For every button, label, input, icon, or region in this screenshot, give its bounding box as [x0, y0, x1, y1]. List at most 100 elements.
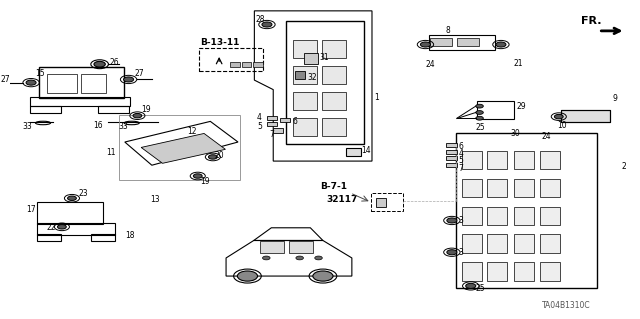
- Text: 27: 27: [1, 75, 10, 84]
- Text: 10: 10: [557, 121, 567, 130]
- Bar: [273, 128, 284, 132]
- Circle shape: [476, 104, 483, 108]
- Text: 6: 6: [458, 142, 463, 151]
- Circle shape: [315, 256, 323, 260]
- Text: 2: 2: [621, 162, 627, 171]
- Text: 16: 16: [93, 121, 103, 130]
- Bar: [81, 74, 106, 93]
- Bar: [487, 179, 508, 197]
- Circle shape: [193, 174, 202, 178]
- Text: 24: 24: [542, 132, 552, 141]
- Bar: [429, 35, 495, 50]
- Bar: [487, 263, 508, 281]
- Circle shape: [26, 80, 36, 85]
- Text: B-13-11: B-13-11: [200, 38, 239, 47]
- Text: 25: 25: [476, 284, 485, 293]
- Bar: [323, 66, 346, 84]
- Bar: [561, 110, 610, 122]
- Bar: [445, 156, 457, 160]
- Circle shape: [447, 250, 457, 255]
- Bar: [487, 234, 508, 253]
- Bar: [561, 110, 610, 122]
- Bar: [47, 74, 77, 93]
- Text: 20: 20: [215, 151, 225, 160]
- Text: 30: 30: [510, 129, 520, 138]
- Bar: [487, 151, 508, 169]
- Bar: [38, 67, 124, 98]
- Text: TA04B1310C: TA04B1310C: [542, 301, 591, 310]
- Bar: [260, 241, 284, 253]
- Bar: [36, 223, 115, 235]
- Circle shape: [476, 111, 483, 115]
- Text: B-7-1: B-7-1: [321, 182, 348, 191]
- Text: 31: 31: [320, 53, 330, 62]
- Text: 24: 24: [426, 60, 435, 69]
- Text: 9: 9: [613, 94, 618, 103]
- Circle shape: [262, 256, 270, 260]
- Bar: [540, 234, 560, 253]
- Circle shape: [237, 271, 257, 281]
- Text: 7: 7: [458, 164, 463, 173]
- Bar: [31, 97, 130, 106]
- Text: 1: 1: [374, 93, 379, 102]
- Bar: [431, 38, 452, 46]
- Text: 25: 25: [476, 122, 485, 132]
- Bar: [513, 151, 534, 169]
- Text: 13: 13: [150, 195, 159, 204]
- Text: 21: 21: [513, 59, 523, 68]
- Bar: [371, 193, 403, 211]
- Text: 17: 17: [26, 205, 36, 214]
- Bar: [462, 234, 482, 253]
- Bar: [540, 179, 560, 197]
- Circle shape: [68, 196, 76, 200]
- Text: 3: 3: [458, 248, 463, 257]
- Text: 11: 11: [106, 148, 115, 157]
- Bar: [304, 53, 318, 63]
- Circle shape: [58, 225, 67, 229]
- Bar: [513, 234, 534, 253]
- Circle shape: [496, 42, 506, 47]
- Text: 7: 7: [269, 130, 275, 139]
- Circle shape: [209, 155, 217, 159]
- Text: 4: 4: [257, 113, 262, 122]
- Bar: [230, 62, 240, 67]
- Text: 32117: 32117: [326, 195, 358, 204]
- Bar: [293, 92, 317, 110]
- Bar: [293, 118, 317, 136]
- Text: 22: 22: [47, 223, 56, 232]
- Text: 23: 23: [78, 189, 88, 198]
- Circle shape: [124, 77, 134, 82]
- Text: 4: 4: [458, 149, 463, 158]
- Bar: [199, 48, 263, 71]
- Bar: [267, 122, 277, 126]
- Bar: [513, 206, 534, 225]
- Bar: [36, 202, 103, 224]
- Bar: [294, 70, 305, 79]
- Text: 27: 27: [135, 69, 145, 78]
- Bar: [289, 241, 313, 253]
- Text: 19: 19: [200, 177, 210, 186]
- Bar: [323, 40, 346, 57]
- Text: FR.: FR.: [581, 16, 602, 26]
- Circle shape: [262, 22, 272, 27]
- Bar: [445, 150, 457, 154]
- Bar: [31, 106, 61, 114]
- Text: 12: 12: [188, 127, 197, 136]
- Circle shape: [466, 283, 476, 288]
- Bar: [293, 40, 317, 57]
- Circle shape: [133, 114, 142, 118]
- Bar: [513, 263, 534, 281]
- Bar: [487, 206, 508, 225]
- Circle shape: [554, 115, 563, 119]
- Text: 28: 28: [255, 15, 265, 24]
- Bar: [462, 206, 482, 225]
- Text: 14: 14: [362, 146, 371, 155]
- Text: 5: 5: [257, 122, 262, 131]
- Bar: [540, 206, 560, 225]
- Bar: [91, 234, 115, 241]
- Bar: [99, 106, 129, 114]
- Bar: [242, 62, 252, 67]
- Bar: [323, 118, 346, 136]
- Text: 6: 6: [292, 117, 297, 126]
- Text: 26: 26: [109, 58, 119, 67]
